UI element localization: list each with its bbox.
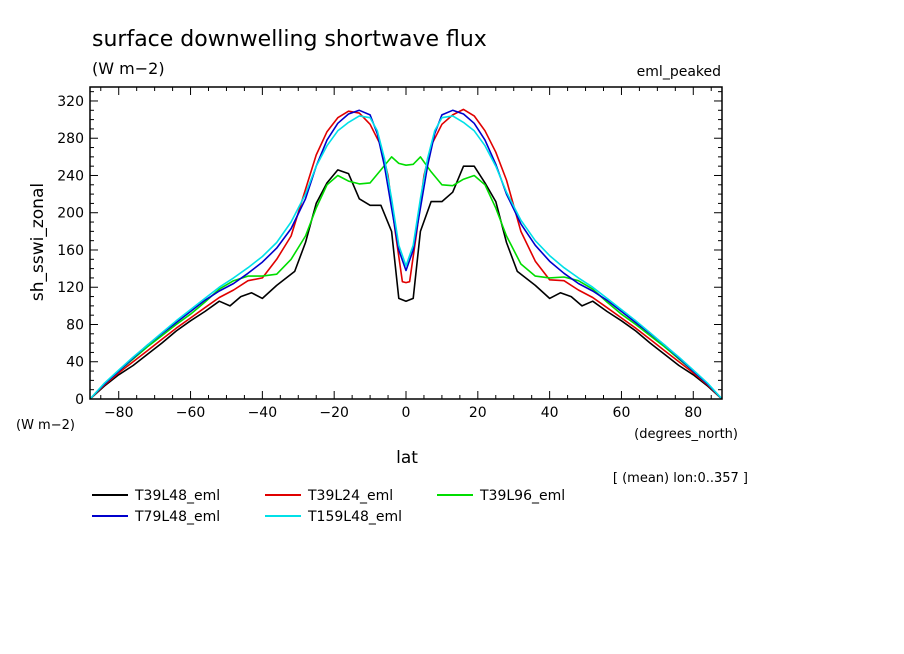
x-tick-label: −40 — [248, 405, 278, 421]
series-line-t159l48-eml — [89, 115, 723, 400]
tick-labels: −80 −60 −40 −20 0 20 40 60 80 0 40 80 120 160 200 240 28… — [57, 94, 702, 421]
y-tick-label: 200 — [57, 206, 84, 222]
x-axis-label: lat — [396, 448, 418, 468]
legend-label: T159L48_eml — [307, 509, 402, 525]
y-tick-label: 80 — [66, 317, 84, 333]
legend: T39L48_eml T39L24_eml T39L96_eml T79L48_eml… — [92, 488, 565, 525]
x-tick-label: −60 — [176, 405, 206, 421]
series-lines — [89, 108, 723, 400]
y-tick-label: 120 — [57, 280, 84, 296]
y-tick-label: 280 — [57, 131, 84, 147]
y-tick-label: 40 — [66, 355, 84, 371]
y-tick-label: 240 — [57, 168, 84, 184]
legend-label: T79L48_eml — [134, 509, 220, 525]
plot-frame — [89, 86, 723, 400]
legend-label: T39L48_eml — [134, 488, 220, 504]
y-axis-label: sh_sswi_zonal — [28, 183, 48, 301]
x-tick-label: 60 — [613, 405, 631, 421]
legend-label: T39L24_eml — [307, 488, 393, 504]
series-line-t39l48-eml — [89, 165, 723, 400]
x-tick-label: 0 — [402, 405, 411, 421]
axis-ticks — [90, 87, 722, 400]
series-line-t79l48-eml — [89, 109, 723, 400]
y-tick-label: 0 — [75, 392, 84, 408]
footnote: [ (mean) lon:0..357 ] — [613, 471, 748, 486]
x-tick-label: 40 — [541, 405, 559, 421]
y-tick-label: 320 — [57, 94, 84, 110]
x-axis-units: (degrees_north) — [634, 427, 738, 442]
x-tick-label: 20 — [469, 405, 487, 421]
chart-subtitle: (W m−2) — [92, 59, 165, 78]
legend-label: T39L96_eml — [479, 488, 565, 504]
chart-title: surface downwelling shortwave flux — [92, 27, 487, 52]
y-axis-units: (W m−2) — [16, 418, 75, 433]
dataset-label: eml_peaked — [637, 64, 721, 80]
series-line-t39l96-eml — [89, 156, 723, 400]
x-tick-label: 80 — [684, 405, 702, 421]
series-line-t39l24-eml — [89, 108, 723, 400]
x-tick-label: −20 — [319, 405, 349, 421]
y-tick-label: 160 — [57, 243, 84, 259]
x-tick-label: −80 — [104, 405, 134, 421]
